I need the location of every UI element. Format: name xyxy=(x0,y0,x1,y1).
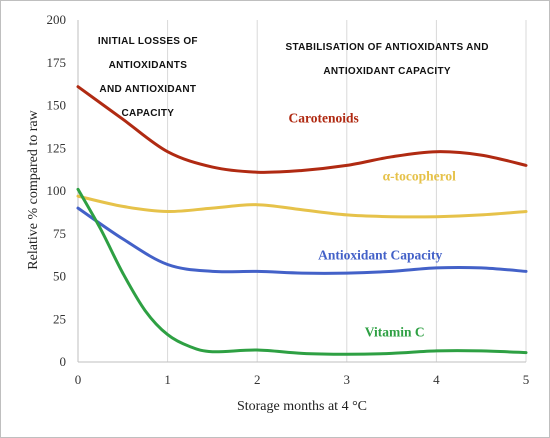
y-tick-label: 0 xyxy=(60,354,67,369)
annotation-line: AND ANTIOXIDANT xyxy=(99,84,196,95)
series-labels: Carotenoids α-tocopherol Antioxidant Capac… xyxy=(289,111,457,340)
y-tick-label: 50 xyxy=(53,269,66,284)
annotation-line: ANTIOXIDANT CAPACITY xyxy=(323,66,451,77)
y-tick-label: 75 xyxy=(53,226,66,241)
x-tick-label: 1 xyxy=(164,372,171,387)
series-label: Vitamin C xyxy=(365,324,425,339)
y-tick-label: 200 xyxy=(47,12,67,27)
x-tick-labels: 0 1 2 3 4 5 xyxy=(75,372,530,387)
x-tick-label: 3 xyxy=(344,372,351,387)
annotation-line: INITIAL LOSSES OF xyxy=(98,36,198,47)
annotations: INITIAL LOSSES OF ANTIOXIDANTS AND ANTIOXI… xyxy=(98,36,489,119)
y-tick-label: 150 xyxy=(47,98,67,113)
annotation-line: ANTIOXIDANTS xyxy=(109,60,188,71)
series-line-carotenoids xyxy=(76,85,528,174)
y-tick-label: 25 xyxy=(53,311,66,326)
annotation-line: CAPACITY xyxy=(121,108,174,119)
y-tick-label: 175 xyxy=(47,55,67,70)
series-label: Antioxidant Capacity xyxy=(318,247,442,262)
annotation-line: STABILISATION OF ANTIOXIDANTS AND xyxy=(286,42,489,53)
series-line-antioxidant-capacity xyxy=(76,206,528,275)
x-axis-label: Storage months at 4 °C xyxy=(237,399,367,414)
y-tick-label: 100 xyxy=(47,183,67,198)
y-axis-label: Relative % compared to raw xyxy=(26,109,41,269)
series-label: Carotenoids xyxy=(289,111,359,126)
y-tick-label: 125 xyxy=(47,140,67,155)
x-tick-label: 4 xyxy=(433,372,440,387)
series-line-vitamin-c xyxy=(76,187,528,356)
grid-lines xyxy=(167,20,527,362)
y-tick-labels: 0 25 50 75 100 125 150 175 200 xyxy=(47,12,67,369)
series-lines xyxy=(76,85,528,356)
series-line-tocopherol xyxy=(76,194,528,219)
x-tick-label: 5 xyxy=(523,372,530,387)
x-tick-label: 0 xyxy=(75,372,82,387)
x-tick-label: 2 xyxy=(254,372,261,387)
series-label: α-tocopherol xyxy=(383,169,457,184)
